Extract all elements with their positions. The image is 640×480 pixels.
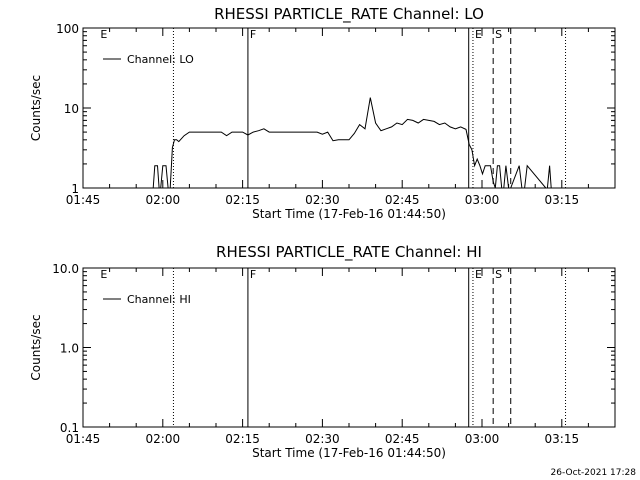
legend-label: Channel: HI: [127, 293, 191, 306]
chart-title: RHESSI PARTICLE_RATE Channel: HI: [216, 243, 482, 262]
x-tick-label: 02:15: [225, 193, 260, 207]
y-tick-label: 10.0: [52, 262, 79, 276]
y-tick-label: 100: [56, 22, 79, 36]
x-tick-label: 03:00: [465, 193, 500, 207]
event-marker-label: E: [100, 268, 107, 281]
event-marker-label: E: [100, 28, 107, 41]
plot-frame: [82, 267, 616, 428]
y-axis-label: Counts/sec: [29, 75, 43, 141]
event-marker-label: E: [475, 28, 482, 41]
event-marker-label: S: [495, 28, 502, 41]
event-marker-label: F: [250, 28, 256, 41]
x-tick-label: 01:45: [66, 432, 101, 446]
y-tick-label: 0.1: [60, 421, 79, 435]
event-marker-label: S: [495, 268, 502, 281]
x-tick-label: 01:45: [66, 193, 101, 207]
x-tick-label: 03:00: [465, 432, 500, 446]
x-tick-label: 02:00: [146, 193, 181, 207]
x-axis-label: Start Time (17-Feb-16 01:44:50): [252, 446, 446, 460]
x-tick-label: 03:15: [545, 432, 580, 446]
y-axis-label: Counts/sec: [29, 314, 43, 380]
x-tick-label: 02:45: [385, 432, 420, 446]
x-tick-label: 02:15: [225, 432, 260, 446]
event-marker-label: E: [475, 268, 482, 281]
x-tick-label: 02:30: [305, 432, 340, 446]
event-marker-label: F: [250, 268, 256, 281]
x-axis-label: Start Time (17-Feb-16 01:44:50): [252, 207, 446, 221]
x-tick-label: 02:30: [305, 193, 340, 207]
x-tick-label: 02:00: [146, 432, 181, 446]
chart-panel-lo: RHESSI PARTICLE_RATE Channel: LO 01:45 02:…: [29, 5, 616, 221]
chart-title: RHESSI PARTICLE_RATE Channel: LO: [214, 5, 484, 24]
legend-label: Channel: LO: [127, 53, 194, 66]
x-tick-label: 02:45: [385, 193, 420, 207]
chart-panel-hi: RHESSI PARTICLE_RATE Channel: HI 01:45 02:…: [29, 243, 616, 460]
timestamp-label: 26-Oct-2021 17:28: [551, 468, 637, 478]
y-tick-label: 1.0: [60, 342, 79, 356]
series-line: [151, 97, 552, 189]
plot-frame: [82, 27, 616, 189]
x-tick-label: 03:15: [545, 193, 580, 207]
y-tick-label: 1: [71, 182, 79, 196]
y-tick-label: 10: [64, 102, 79, 116]
